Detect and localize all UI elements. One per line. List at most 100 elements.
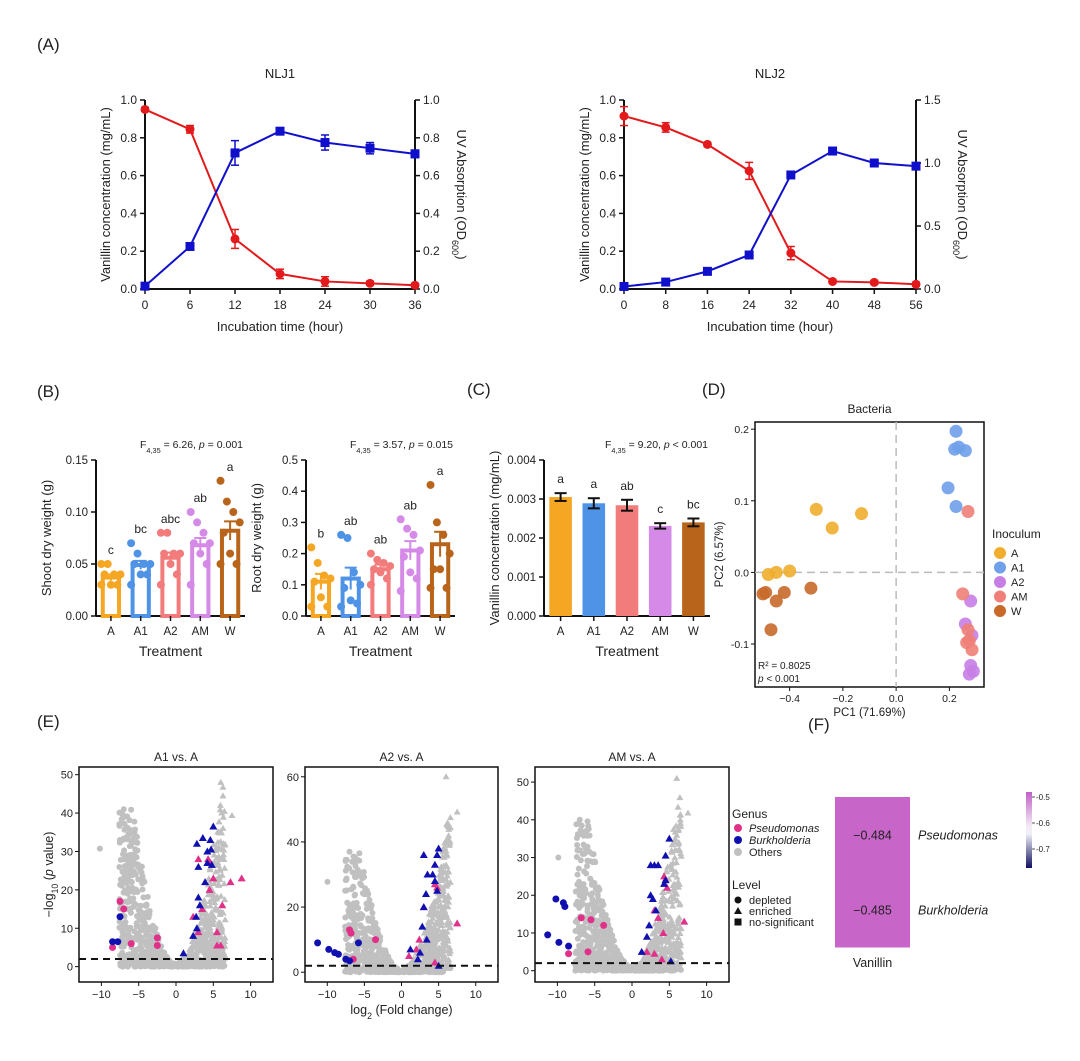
point-others bbox=[120, 806, 127, 813]
point-others bbox=[152, 925, 159, 932]
y2-tick-label: 0.8 bbox=[423, 131, 440, 145]
point-others bbox=[414, 959, 422, 966]
point-others bbox=[133, 839, 140, 846]
point-others bbox=[216, 876, 224, 883]
y-tick-label: 0.8 bbox=[120, 131, 137, 145]
point-pseudomonas bbox=[600, 921, 608, 929]
replicate-point bbox=[316, 593, 325, 602]
point-others bbox=[662, 867, 670, 874]
data-point-od600 bbox=[140, 281, 150, 291]
point-others bbox=[422, 955, 430, 962]
point-others bbox=[349, 967, 356, 974]
point-others bbox=[579, 829, 586, 836]
point-others bbox=[202, 920, 210, 927]
y2-tick-label: 0.6 bbox=[423, 169, 440, 183]
data-point-vanillin bbox=[185, 124, 195, 134]
point-others bbox=[138, 863, 145, 870]
replicate-point bbox=[396, 515, 405, 524]
chart-title: A2 vs. A bbox=[379, 750, 423, 764]
replicate-point bbox=[326, 574, 335, 583]
point-others bbox=[120, 835, 127, 842]
point-others bbox=[96, 845, 103, 852]
point-others bbox=[615, 963, 622, 970]
pca-point-AM bbox=[961, 505, 975, 519]
legend-swatch-W bbox=[994, 605, 1006, 617]
point-others bbox=[657, 933, 665, 940]
point-others bbox=[574, 935, 581, 942]
y-tick-label: -0.1 bbox=[731, 639, 749, 651]
point-pseudomonas bbox=[650, 949, 659, 957]
point-burkholderia bbox=[206, 835, 215, 843]
point-others bbox=[128, 885, 135, 892]
point-others bbox=[383, 969, 390, 976]
point-others bbox=[584, 818, 591, 825]
point-others bbox=[443, 863, 451, 870]
replicate-point bbox=[429, 565, 438, 574]
replicate-point bbox=[235, 518, 244, 527]
data-point-vanillin bbox=[365, 278, 375, 288]
point-others bbox=[444, 822, 452, 829]
point-others bbox=[441, 839, 449, 846]
point-burkholderia bbox=[114, 938, 122, 946]
point-others bbox=[137, 952, 144, 959]
point-others bbox=[438, 877, 446, 884]
y-tick-label: 0.1 bbox=[282, 580, 298, 592]
replicate-point bbox=[346, 596, 355, 605]
point-others bbox=[348, 886, 355, 893]
point-others bbox=[188, 949, 196, 956]
point-pseudomonas bbox=[213, 928, 222, 936]
legend-shape-circle bbox=[734, 896, 742, 904]
significance-letter: bc bbox=[687, 498, 700, 512]
x-tick-label: −10 bbox=[548, 989, 567, 1001]
point-others bbox=[588, 901, 595, 908]
panel-label-d: (D) bbox=[702, 380, 726, 399]
point-others bbox=[147, 936, 154, 943]
point-others bbox=[124, 963, 131, 970]
point-others bbox=[446, 814, 454, 821]
point-others bbox=[193, 952, 201, 959]
point-others bbox=[155, 947, 162, 954]
point-pseudomonas bbox=[642, 947, 651, 955]
replicate-point bbox=[415, 546, 424, 555]
colorbar-tick-label: -0.5 bbox=[1036, 793, 1050, 802]
point-others bbox=[640, 955, 648, 962]
point-burkholderia bbox=[416, 948, 425, 956]
point-others bbox=[207, 936, 215, 943]
point-others bbox=[576, 904, 583, 911]
point-pseudomonas bbox=[657, 955, 666, 963]
point-others bbox=[588, 961, 595, 968]
pca-point-W bbox=[804, 581, 818, 595]
legend-swatch-A2 bbox=[994, 576, 1006, 588]
y2-tick-label: 0.4 bbox=[423, 206, 440, 220]
x-tick-label: A2 bbox=[620, 626, 634, 638]
point-others bbox=[574, 871, 581, 878]
x-tick-label: −5 bbox=[588, 989, 601, 1001]
point-others bbox=[201, 937, 209, 944]
y2-tick-label: 1.5 bbox=[924, 93, 941, 107]
point-others bbox=[214, 861, 222, 868]
point-others bbox=[217, 778, 225, 785]
point-others bbox=[120, 938, 127, 945]
point-others bbox=[138, 945, 145, 952]
point-burkholderia bbox=[334, 950, 342, 958]
point-others bbox=[124, 813, 131, 820]
y-tick-label: 10 bbox=[517, 928, 529, 940]
point-others bbox=[125, 852, 132, 859]
point-others bbox=[206, 946, 214, 953]
plot-frame bbox=[534, 766, 730, 983]
bar-A1 bbox=[582, 503, 606, 616]
point-others bbox=[437, 863, 445, 870]
y-axis-label: Vanillin concentration (mg/mL) bbox=[577, 107, 592, 282]
point-others bbox=[668, 949, 676, 956]
point-burkholderia bbox=[421, 890, 430, 898]
point-others bbox=[437, 908, 445, 915]
point-others bbox=[427, 905, 435, 912]
point-others bbox=[346, 865, 353, 872]
point-others bbox=[205, 918, 213, 925]
point-pseudomonas bbox=[584, 948, 592, 956]
point-others bbox=[127, 924, 134, 931]
replicate-point bbox=[199, 528, 208, 537]
point-others bbox=[122, 919, 129, 926]
y-tick-label: 20 bbox=[287, 902, 299, 914]
point-others bbox=[133, 833, 140, 840]
